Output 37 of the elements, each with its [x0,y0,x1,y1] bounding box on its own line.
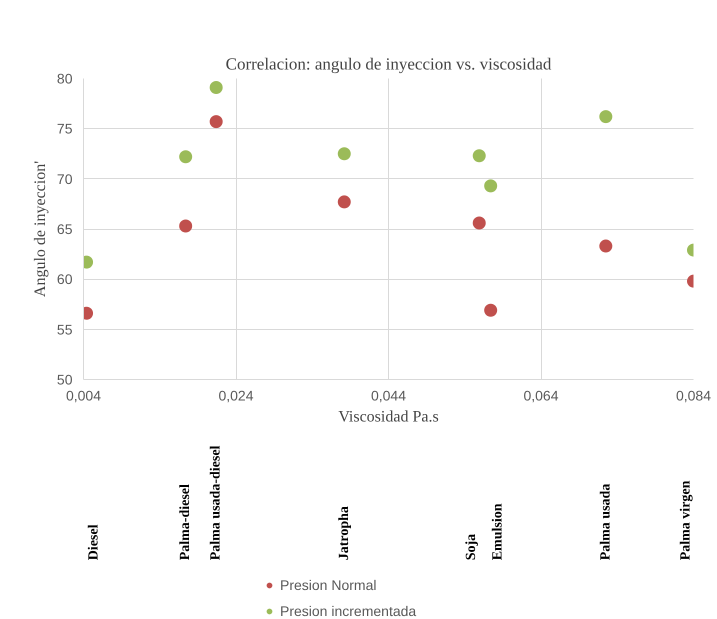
y-tick-label: 55 [56,321,73,338]
chart-title: Correlacion: angulo de inyeccion vs. viscosidad [226,54,552,74]
y-tick-label: 65 [56,221,73,237]
point [472,149,486,162]
x-tick-label: 0,044 [370,388,406,404]
point [472,216,486,230]
x-tick-label: 0,024 [218,388,254,404]
point [599,110,612,124]
y-tick-label: 75 [56,120,73,137]
text: Emulsion [490,503,506,560]
text: Diesel [86,524,102,560]
y-tick-label: 50 [56,372,73,388]
text: Soja [464,534,480,560]
point [338,147,351,160]
point [599,240,612,253]
text: Palma usada-diesel [208,445,224,560]
y-tick-label: 80 [56,70,73,86]
y-axis-title: Angulo de inyeccion' [32,160,49,298]
x-tick-label: 0,084 [676,388,712,404]
point [179,220,192,232]
text: Jatropha [336,506,352,560]
y-tick-label: 60 [56,271,73,288]
x-axis-title: Viscosidad Pa.s [338,408,439,426]
y-tick-label: 70 [56,170,73,187]
text: Palma usada [598,484,614,560]
x-tick-label: 0,064 [523,388,559,404]
point [338,195,351,208]
point [179,150,192,164]
legend-label: Presion incrementada [280,603,416,619]
point [210,81,223,94]
point [484,304,498,317]
text: Palma-diesel [178,484,194,560]
point [210,115,223,128]
x-tick-label: 0,004 [66,388,102,404]
text: Palma virgen [678,480,694,560]
point [484,179,498,192]
legend-label: Presion Normal [280,577,376,593]
